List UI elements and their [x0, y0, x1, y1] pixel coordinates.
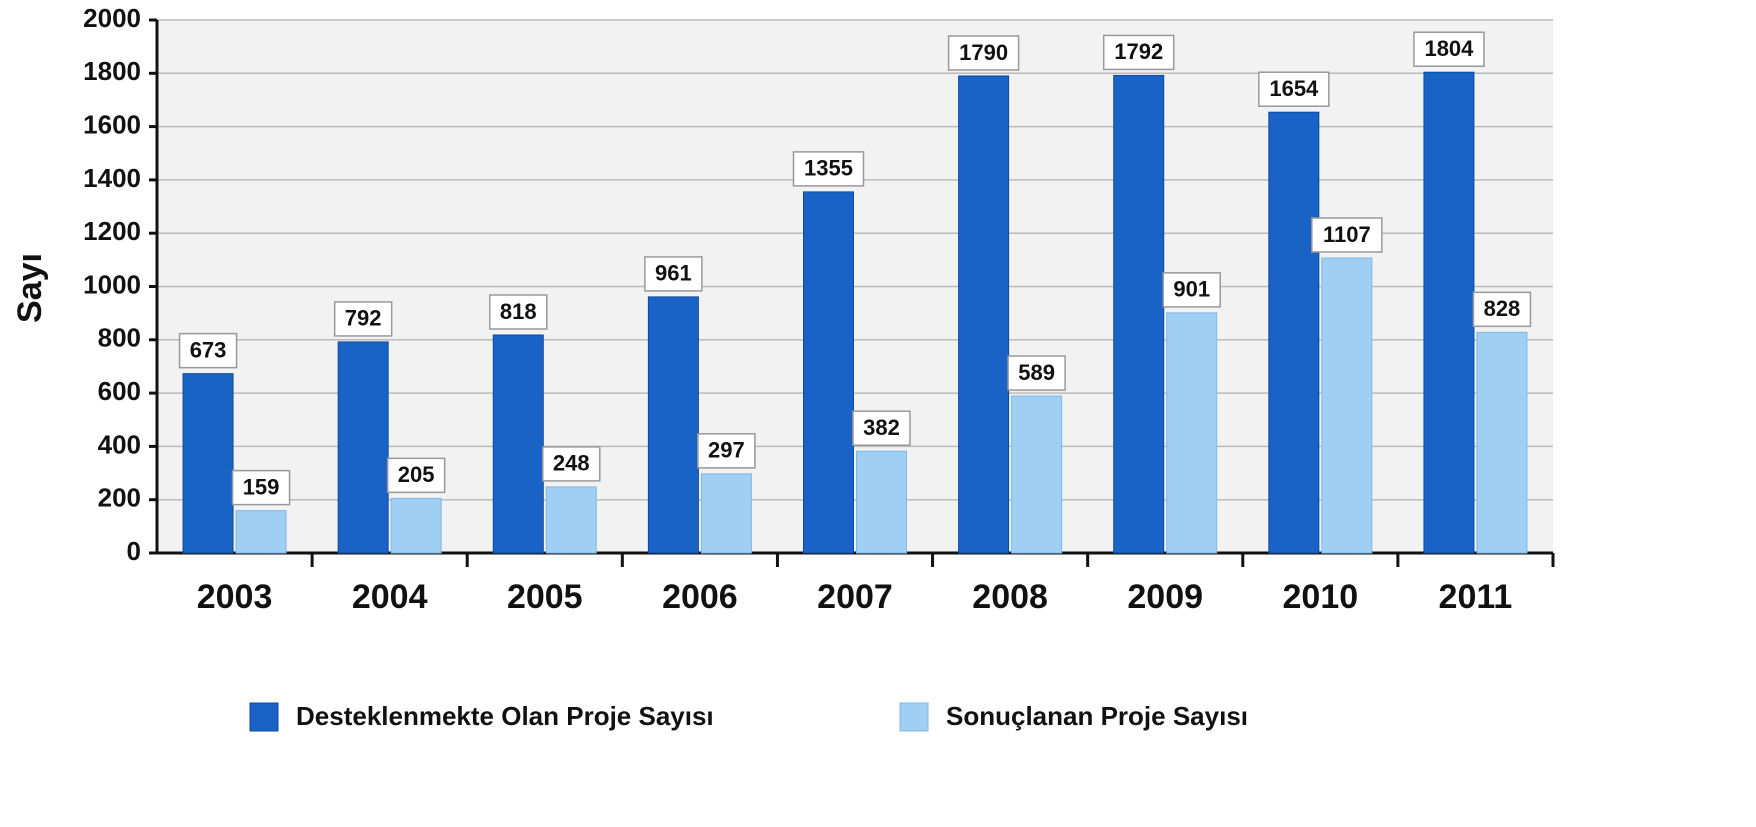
value-label-box: [542, 446, 601, 482]
bar: [235, 510, 287, 554]
value-label: 1804: [1424, 36, 1474, 61]
value-label-box: [386, 457, 446, 494]
value-label-box: [1311, 217, 1383, 253]
value-label: 901: [1173, 277, 1210, 302]
y-tick-label: 1800: [83, 56, 141, 86]
value-label-box: [1472, 291, 1532, 328]
value-label: 1355: [804, 156, 853, 181]
y-axis-label: Sayı: [11, 253, 49, 323]
value-label-box: [1102, 34, 1175, 71]
y-tick-label: 2000: [83, 3, 141, 33]
legend-swatch: [249, 702, 279, 732]
legend-label: Sonuçlanan Proje Sayısı: [946, 701, 1248, 731]
value-label: 589: [1018, 360, 1055, 385]
bar: [390, 497, 442, 554]
value-label-box: [1258, 71, 1330, 107]
value-label: 205: [398, 462, 435, 487]
y-tick-label: 800: [98, 323, 141, 353]
x-tick-label: 2009: [1127, 578, 1203, 616]
bar: [803, 191, 854, 554]
value-label: 792: [345, 306, 382, 331]
x-tick-label: 2010: [1283, 578, 1359, 616]
bar: [1166, 312, 1218, 554]
bar: [700, 473, 752, 554]
bar: [1321, 257, 1373, 554]
y-tick-label: 600: [98, 376, 141, 406]
x-tick-label: 2004: [352, 578, 428, 616]
value-label: 159: [243, 474, 280, 499]
bar: [1423, 71, 1475, 554]
bar: [182, 373, 234, 554]
value-label-box: [644, 256, 703, 292]
y-tick-label: 200: [98, 483, 141, 513]
x-tick-label: 2011: [1439, 578, 1513, 616]
bar: [545, 486, 597, 554]
value-label: 248: [553, 451, 590, 476]
y-tick-label: 0: [127, 536, 141, 566]
value-label: 673: [190, 337, 227, 362]
value-label-box: [178, 332, 238, 369]
value-label: 382: [863, 415, 900, 440]
legend-label: Desteklenmekte Olan Proje Sayısı: [296, 701, 714, 731]
bar: [1268, 111, 1320, 554]
x-tick-label: 2008: [972, 578, 1048, 616]
y-tick-label: 1400: [83, 163, 141, 193]
bar: [337, 341, 389, 554]
bar: [1011, 395, 1063, 554]
x-tick-label: 2005: [507, 578, 583, 616]
value-label-box: [489, 294, 548, 330]
value-label-box: [1007, 355, 1066, 391]
bar: [492, 334, 544, 554]
value-label-box: [333, 301, 393, 337]
legend-swatch: [899, 702, 929, 732]
y-tick-label: 1600: [83, 109, 141, 139]
x-tick-label: 2007: [817, 578, 893, 616]
value-label: 1107: [1323, 222, 1371, 247]
value-label: 828: [1484, 296, 1521, 321]
bar: [958, 75, 1010, 554]
value-label-box: [231, 469, 291, 506]
value-label: 961: [655, 261, 692, 286]
value-label: 1790: [959, 40, 1008, 65]
value-label-box: [697, 433, 756, 469]
bar: [856, 450, 907, 554]
value-label: 818: [500, 299, 537, 324]
bar: [1113, 74, 1165, 554]
x-tick-label: 2003: [197, 578, 273, 616]
y-tick-label: 1200: [83, 216, 141, 246]
value-label-box: [792, 151, 865, 187]
value-label-box: [947, 35, 1020, 71]
value-label: 1792: [1114, 39, 1163, 64]
value-label: 297: [708, 438, 745, 463]
y-tick-label: 1000: [83, 269, 141, 299]
bar: [647, 296, 699, 554]
value-label-box: [1413, 31, 1485, 67]
bar: [1476, 331, 1528, 554]
y-tick-label: 400: [98, 429, 141, 459]
value-label-box: [1162, 272, 1221, 308]
value-label: 1654: [1269, 76, 1319, 101]
x-tick-label: 2006: [662, 578, 738, 616]
value-label-box: [852, 410, 911, 446]
